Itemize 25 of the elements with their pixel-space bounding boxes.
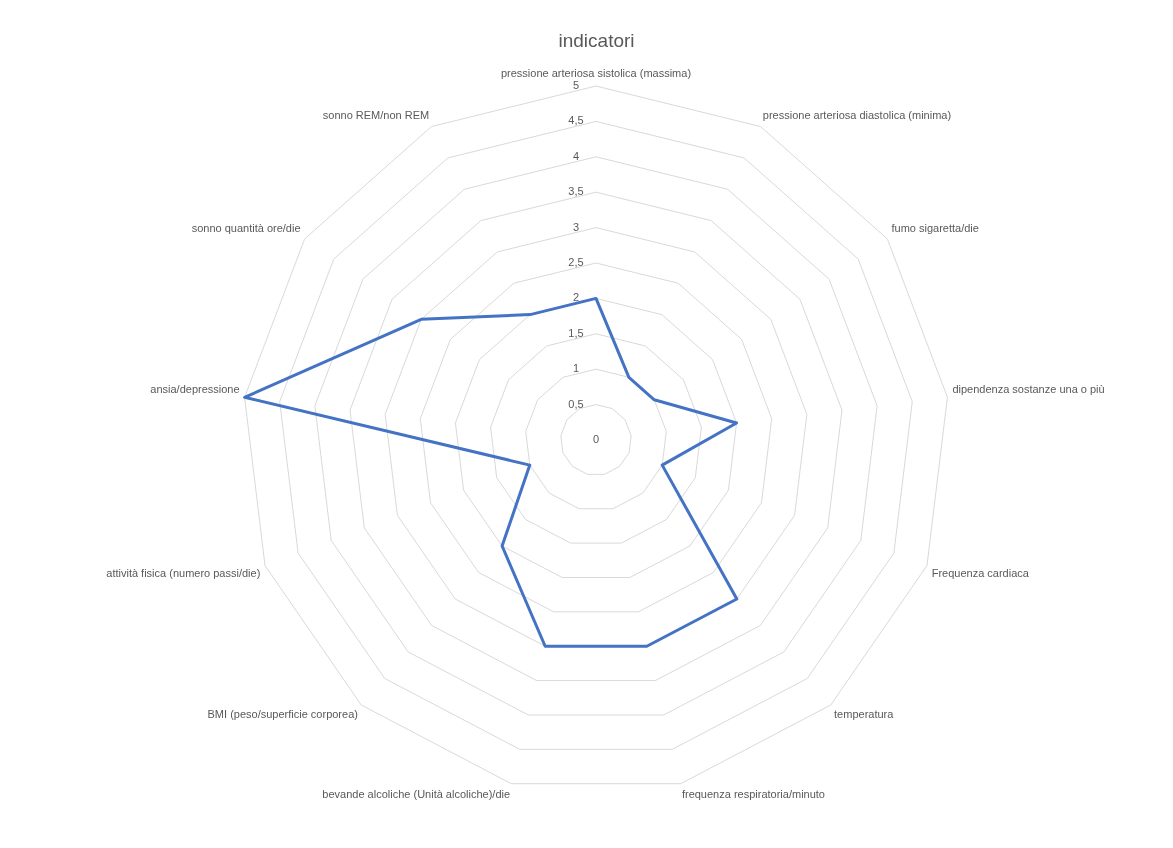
y-tick-label: 3 (572, 220, 580, 233)
spoke-label: attività fisica (numero passi/die) (106, 566, 261, 579)
y-tick-label: 2 (572, 291, 580, 304)
y-tick-label: 1,5 (568, 326, 584, 339)
spoke-label: fumo sigaretta/die (891, 222, 979, 235)
y-tick-label: 2,5 (568, 256, 584, 269)
y-tick-label: 0,5 (568, 397, 584, 410)
spoke-label: temperatura (834, 708, 895, 721)
spoke-label: sonno REM/non REM (322, 108, 430, 121)
spoke-label: dipendenza sostanze una o più (952, 383, 1105, 396)
y-tick-label: 4,5 (568, 114, 584, 127)
y-tick-label: 3,5 (568, 185, 584, 198)
spoke-label: BMI (peso/superficie corporea) (207, 708, 358, 721)
y-tick-label: 4 (572, 149, 580, 162)
spoke-label: pressione arteriosa sistolica (massima) (500, 67, 692, 80)
y-tick-label: 1 (572, 362, 580, 375)
y-tick-label: 0 (592, 433, 600, 446)
spoke-label: sonno quantità ore/die (191, 222, 301, 235)
spoke-label: Frequenza cardiaca (931, 566, 1030, 579)
spoke-label: frequenza respiratoria/minuto (681, 788, 825, 801)
y-tick-label: 5 (572, 79, 580, 92)
spoke-label: ansia/depressione (150, 383, 240, 396)
chart-title: indicatori (558, 29, 635, 51)
spoke-label: bevande alcoliche (Unità alcoliche)/die (322, 788, 511, 801)
spoke-label: pressione arteriosa diastolica (minima) (762, 108, 952, 121)
